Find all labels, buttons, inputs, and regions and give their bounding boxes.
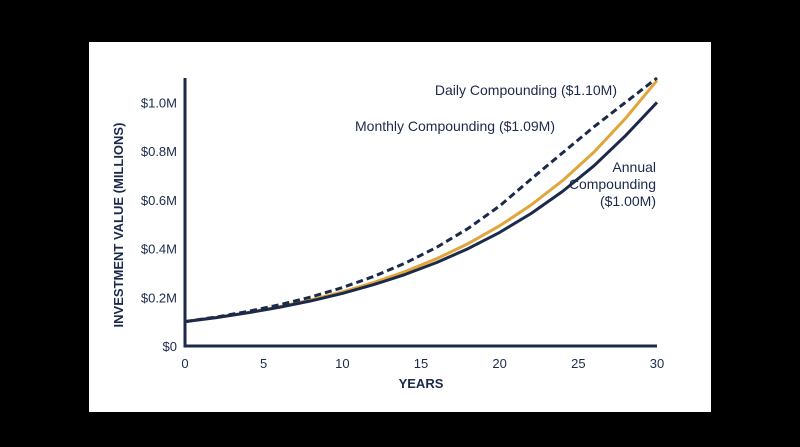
y-tick-label: $0.4M [141, 242, 177, 257]
x-tick-label: 30 [650, 356, 664, 371]
y-tick-label: $0.8M [141, 144, 177, 159]
compounding-chart: $0$0.2M$0.4M$0.6M$0.8M$1.0M0 5 10 15 20 25 30 … [111, 76, 664, 391]
x-tick-label: 20 [492, 356, 506, 371]
series-label-annual: Annual Compounding ($1.00M) [569, 159, 656, 209]
series-lines [184, 76, 659, 324]
series-line-annual [184, 101, 659, 324]
x-tick-label: 10 [335, 356, 349, 371]
y-tick-label: $1.0M [141, 95, 177, 110]
y-axis-title: INVESTMENT VALUE (MILLIONS) [111, 123, 126, 328]
x-tick-label: 15 [414, 356, 428, 371]
x-axis-title: YEARS [399, 376, 444, 391]
series-label-monthly: Monthly Compounding ($1.09M) [355, 118, 555, 134]
x-tick-label: 25 [571, 356, 585, 371]
y-tick-label: $0.2M [141, 290, 177, 305]
axes [183, 78, 657, 348]
tick-labels: $0 $0.2M $0.4M $0.6M $0.8M $1.0M 0 5 10 15 20 25 30 [141, 95, 664, 371]
x-tick-label: 5 [260, 356, 267, 371]
series-line-daily [184, 76, 658, 324]
x-tick-label: 0 [181, 356, 188, 371]
series-labels: Annual Compounding ($1.00M) Monthly Compoun… [355, 82, 656, 209]
y-tick-label: $0 [163, 339, 177, 354]
series-label-daily: Daily Compounding ($1.10M) [435, 82, 617, 98]
chart-card: $0 $0.2M $0.4M $0.6M $0.8M $1.0M 0 5 10 15 20 25 30 … [89, 42, 711, 412]
y-tick-label: $0.6M [141, 193, 177, 208]
series-line-monthly [184, 79, 659, 324]
